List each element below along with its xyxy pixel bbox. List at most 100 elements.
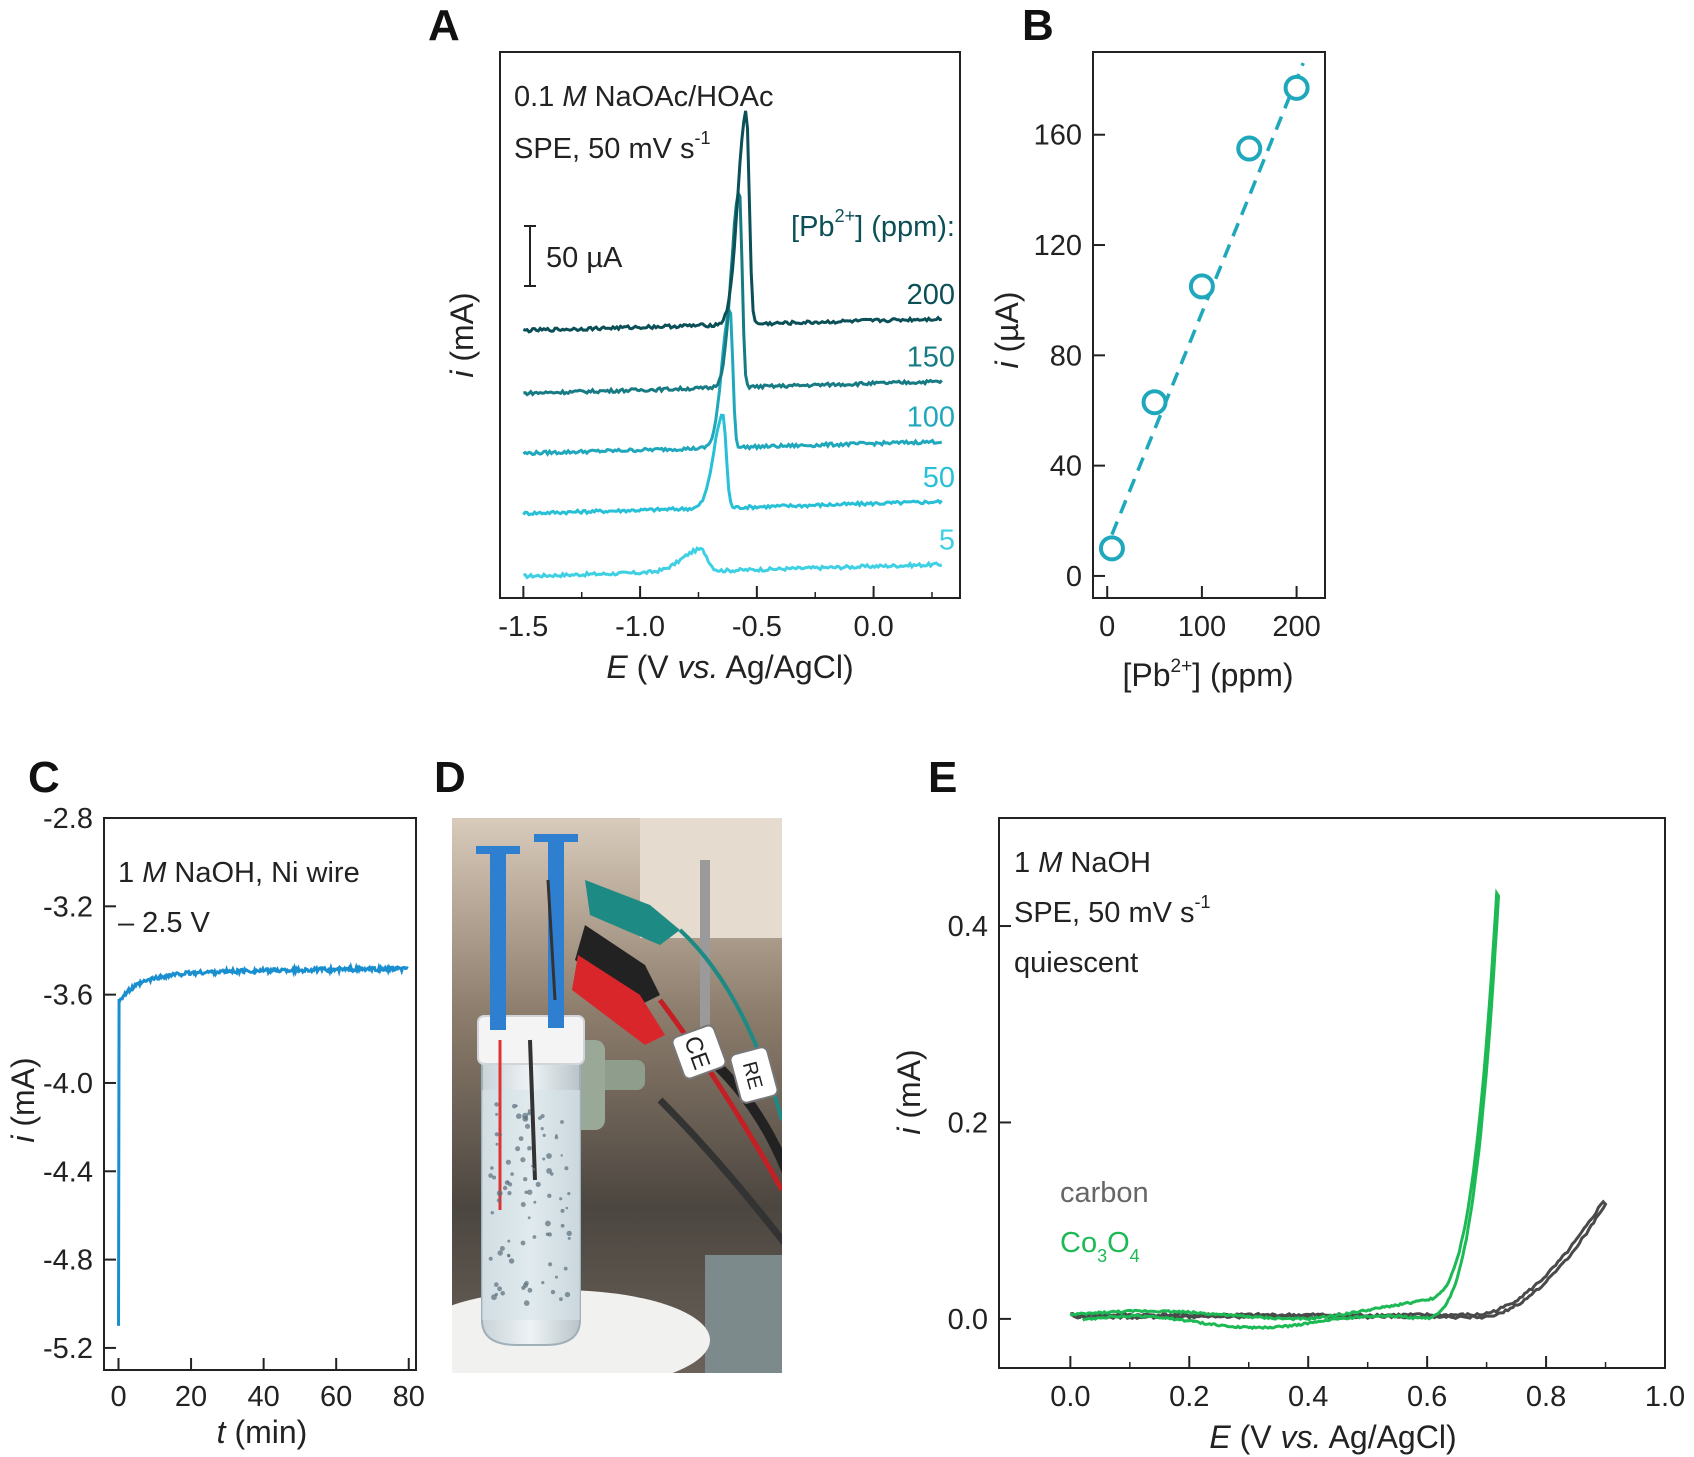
bubble [546, 1153, 552, 1159]
bubble [506, 1180, 510, 1184]
panel-c-potential: – 2.5 V [118, 907, 211, 939]
panel-e-frame [998, 817, 1666, 1369]
panel-c-data [117, 961, 409, 1326]
panel-b-point [1236, 135, 1263, 162]
bubble [527, 1109, 532, 1113]
bubble [546, 1168, 552, 1174]
panel-e-x-label: E (V vs. Ag/AgCl) [1209, 1419, 1456, 1455]
panel-b-frame [1092, 51, 1326, 599]
panel-c-x-tick-label: 80 [393, 1381, 425, 1413]
panel-b-y-tick-label: 120 [1034, 230, 1082, 262]
panel-b-x-tick-label: 0 [1099, 611, 1115, 643]
electrolyte [482, 1090, 580, 1320]
gas-bubbles [488, 1102, 572, 1306]
panel-c-y-tick-label: -4.4 [43, 1156, 93, 1188]
panel-e-x-tick-label: 0.8 [1526, 1381, 1566, 1413]
panel-c-y-label: i (mA) [5, 1057, 41, 1142]
bubble [535, 1181, 541, 1187]
panel-a-curve-100 [522, 305, 943, 457]
bubble [506, 1253, 511, 1258]
bubble [541, 1281, 545, 1285]
panel-b-y-tick-label: 0 [1066, 561, 1082, 593]
re-tag [729, 1046, 779, 1104]
bubble [538, 1116, 542, 1120]
bubble [505, 1159, 511, 1165]
panel-c-y-tick-label: -5.2 [43, 1333, 93, 1365]
panel-b-fit-line [1110, 62, 1305, 536]
bubble [533, 1200, 537, 1204]
clip-black [575, 925, 660, 1005]
panel-e-y-tick-label: 0.2 [948, 1107, 988, 1139]
bubble [567, 1192, 571, 1196]
panel-a-x-tick-label: -0.5 [732, 611, 782, 643]
bubble [542, 1157, 546, 1161]
panel-a-label-200: 200 [907, 279, 955, 311]
wire-black [528, 1039, 537, 1181]
syringe-right [548, 838, 564, 1028]
panel-c-x-label: t (min) [217, 1414, 308, 1450]
panel-label-c: C [28, 753, 60, 802]
clip-red [572, 955, 665, 1045]
bubble [540, 1127, 544, 1131]
bubble [490, 1211, 494, 1215]
bubble [499, 1246, 505, 1251]
panel-c-x-tick-label: 60 [320, 1381, 352, 1413]
bubble [554, 1135, 559, 1140]
panel-a-label-5: 5 [939, 525, 955, 557]
bubble [547, 1193, 552, 1199]
panel-b-x-label: [Pb2+] (ppm) [1122, 656, 1293, 693]
bubble [564, 1291, 571, 1298]
clip-green [585, 880, 680, 945]
legend-co3o4: Co3O4 [1060, 1227, 1140, 1266]
bubble [499, 1133, 503, 1136]
panel-a-label-50: 50 [923, 462, 955, 494]
panel-b-ticks: 0 100 200 0 40 80 120 160 [1034, 120, 1321, 643]
panel-a-curve-50 [522, 413, 943, 517]
bubble [566, 1230, 572, 1237]
bubble [496, 1190, 503, 1197]
panel-label-d: D [434, 753, 466, 802]
bubble [516, 1113, 522, 1119]
bubble [507, 1239, 511, 1243]
bubble [560, 1208, 565, 1213]
panel-b-y-tick-label: 40 [1050, 451, 1082, 483]
panel-b-data [1098, 62, 1310, 562]
panel-e-electrolyte: 1 M NaOH [1014, 847, 1151, 879]
panel-c-x-tick-label: 40 [247, 1381, 279, 1413]
panel-e-curve-carbon [1070, 1199, 1608, 1321]
panel-a-x-tick-label: -1.5 [498, 611, 548, 643]
stand-rod [700, 860, 710, 1070]
panel-e-x-tick-label: 1.0 [1645, 1381, 1685, 1413]
panel-a-x-label: E (V vs. Ag/AgCl) [606, 649, 853, 685]
bubble [564, 1166, 569, 1171]
bubble [515, 1104, 518, 1108]
bubble [527, 1111, 531, 1116]
panel-b-point [1283, 74, 1310, 101]
bubble [508, 1182, 513, 1187]
bubble [494, 1282, 499, 1287]
panel-c-x-tick-label: 20 [175, 1381, 207, 1413]
panel-e-y-tick-label: 0.0 [948, 1304, 988, 1336]
bubble [523, 1177, 528, 1182]
panel-label-b: B [1022, 1, 1054, 50]
bubble [520, 1157, 526, 1163]
bubble [500, 1291, 506, 1296]
bubble [559, 1197, 563, 1201]
panel-c-frame [103, 817, 417, 1371]
bubble [490, 1166, 494, 1170]
panel-e-data [1069, 888, 1608, 1331]
panel-e-x-tick-label: 0.6 [1407, 1381, 1447, 1413]
panel-e-x-tick-label: 0.2 [1169, 1381, 1209, 1413]
bubble [560, 1120, 564, 1124]
panel-e-curve-co3o4 [1069, 888, 1501, 1331]
bubble [488, 1173, 493, 1178]
panel-a-label-150: 150 [907, 342, 955, 374]
panel-c-y-tick-label: -3.2 [43, 891, 93, 923]
bubble [527, 1146, 532, 1151]
panel-b-x-tick-label: 100 [1178, 611, 1226, 643]
panel-c-curve [117, 961, 409, 1326]
panel-a-curves: 5 50 100 150 200 [522, 110, 955, 580]
bubble [494, 1102, 499, 1107]
panel-b-point [1188, 273, 1215, 300]
